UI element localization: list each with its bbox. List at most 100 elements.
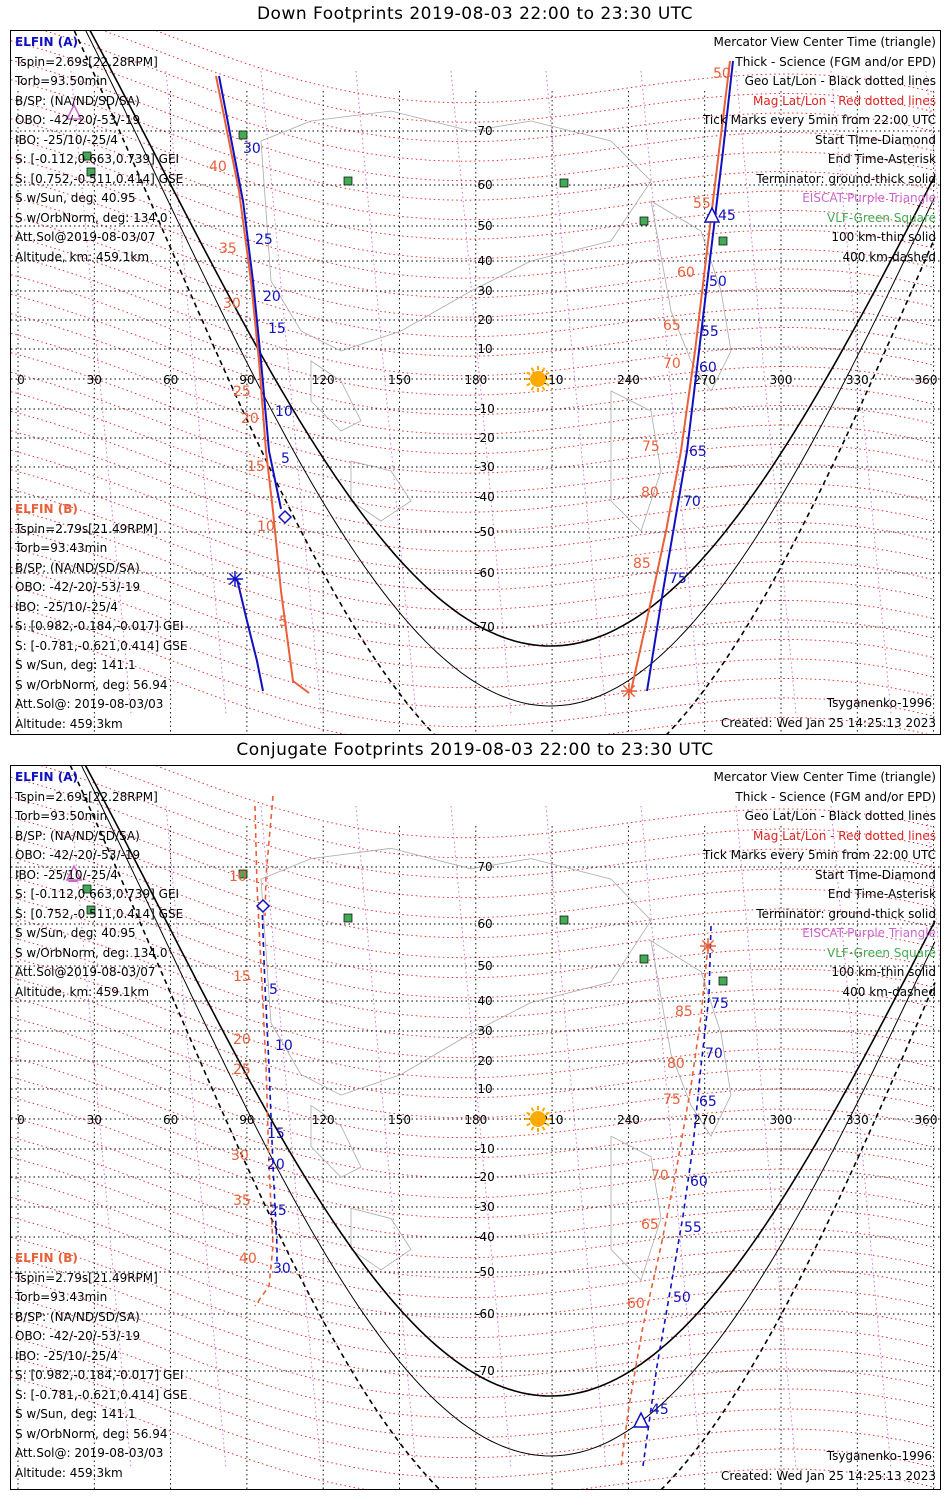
sat-b-info: ELFIN (B) Tspin=2.79s[21.49RPM] Torb=93.… <box>15 1249 188 1483</box>
lat-tick-label: -10 <box>475 1142 495 1156</box>
info-line: Att.Sol@2019-08-03/07 <box>15 230 156 244</box>
legend-item: 100 km-thin solid <box>831 230 936 244</box>
info-line: Altitude, km: 459.1km <box>15 249 150 264</box>
track-tick-label-a: 55 <box>701 324 719 340</box>
legend-item: Start Time-Diamond <box>814 132 936 147</box>
info-line: Altitude: 459.3km <box>15 716 123 731</box>
legend-item: Geo Lat/Lon - Black dotted lines <box>744 809 936 823</box>
track-tick-label-b: 35 <box>219 241 237 257</box>
mag-lat-line <box>11 1276 936 1399</box>
panel-title: Conjugate Footprints 2019-08-03 22:00 to… <box>236 740 714 760</box>
vlf-station-icon <box>639 954 649 964</box>
lat-tick-label: -70 <box>475 1364 495 1378</box>
track-tick-label-b: 30 <box>231 1148 249 1164</box>
mag-lat-line <box>11 313 936 435</box>
sat-a-name: ELFIN (A) <box>15 770 78 784</box>
sun-ray <box>526 1111 531 1116</box>
center-time-triangle-icon <box>632 1411 650 1428</box>
footprint-map-down: 0 30 60 90 120 150 180 210 240 270 300 330 360 70 60 50… <box>10 30 941 735</box>
lon-tick-label: 150 <box>388 1113 411 1127</box>
mag-lon-line <box>450 805 512 1470</box>
info-line: IBO: -25/10/-25/4 <box>15 867 118 882</box>
start-diamond-icon <box>277 509 293 525</box>
mag-lat-line <box>101 766 936 859</box>
sun-ray <box>530 1107 535 1112</box>
mag-lat-line <box>11 371 936 494</box>
mag-lat-line <box>11 59 936 182</box>
mag-lat-line <box>11 816 936 939</box>
coastline <box>350 460 412 522</box>
track-tick-label-b: 40 <box>209 159 227 175</box>
track-tick-label-b: 30 <box>223 296 241 312</box>
track-tick-label-a: 50 <box>673 1290 691 1306</box>
track-tick-label-a: 10 <box>275 1038 293 1054</box>
sun-ray <box>530 386 535 391</box>
lat-tick-label: -50 <box>475 1265 495 1279</box>
mag-lat-line <box>11 1376 936 1489</box>
terminator-ground <box>84 766 936 1397</box>
sat-a-name: ELFIN (A) <box>15 35 78 49</box>
info-line: Tspin=2.79s[21.49RPM] <box>15 1270 158 1285</box>
mag-lon-line <box>640 70 702 715</box>
info-line: S: [-0.112,0.663,0.739] GEI <box>15 152 180 166</box>
info-line: S w/Sun, deg: 40.95 <box>15 191 136 205</box>
lat-tick-label: 30 <box>477 284 492 298</box>
info-line: S: [0.982,-0.184,-0.017] GEI <box>15 619 184 633</box>
mag-lon-line <box>260 70 322 715</box>
mag-lat-line <box>11 137 936 260</box>
coastline <box>310 360 362 432</box>
info-line: IBO: -25/10/-25/4 <box>15 132 118 147</box>
info-line: Torb=93.43min <box>15 1290 108 1304</box>
track-a-down <box>236 578 264 692</box>
map-canvas: 0 30 60 90 120 150 180 210 240 270 300 330 360706050… <box>11 766 940 1489</box>
legend-item: Thick - Science (FGM and/or EPD) <box>735 54 936 69</box>
sat-b-name: ELFIN (B) <box>15 502 78 516</box>
mag-lat-line <box>11 430 936 552</box>
track-a-down <box>218 75 282 510</box>
track-tick-label-b: 80 <box>667 1056 685 1072</box>
info-line: OBO: -42/-20/-53/-19 <box>15 1329 141 1343</box>
lon-tick-label: 30 <box>87 1113 102 1127</box>
lat-tick-label: 20 <box>477 313 492 327</box>
sun-ray <box>530 1126 535 1131</box>
track-tick-label-a: 25 <box>269 1203 287 1219</box>
legend-item: Terminator: ground-thick solid <box>756 171 936 186</box>
mag-lat-line <box>11 1236 936 1359</box>
track-tick-label-a: 50 <box>709 274 727 290</box>
vlf-station-icon <box>718 236 728 246</box>
track-tick-label-a: 10 <box>275 404 293 420</box>
lon-tick-label: 0 <box>17 373 25 387</box>
track-tick-label-a: 55 <box>684 1220 702 1236</box>
lat-tick-label: 50 <box>477 959 492 973</box>
mag-lat-line <box>11 1256 936 1379</box>
lon-tick-label: 270 <box>693 1113 716 1127</box>
sun-ray <box>541 1126 546 1131</box>
mag-lon-line <box>450 70 512 715</box>
legend-item: VLF-Green Square <box>827 210 936 225</box>
lon-tick-label: 150 <box>388 373 411 387</box>
mag-lon-line <box>735 805 797 1470</box>
track-tick-label-b: 20 <box>241 411 259 427</box>
mag-lat-line <box>11 508 936 630</box>
terminator-100km <box>85 31 936 707</box>
mag-lat-line <box>11 176 936 299</box>
mag-lat-line <box>11 157 936 279</box>
vlf-station-icon <box>718 976 728 986</box>
lon-tick-label: 180 <box>464 373 487 387</box>
track-a-conj <box>261 905 278 1266</box>
track-tick-label-a: 20 <box>267 1157 285 1173</box>
info-line: S w/OrbNorm, deg: 56.94 <box>15 1426 168 1441</box>
info-line: Torb=93.43min <box>15 541 108 555</box>
mag-lat-line <box>11 1216 936 1339</box>
lon-tick-label: 360 <box>915 1113 938 1127</box>
legend-item: Thick - Science (FGM and/or EPD) <box>735 789 936 804</box>
track-tick-label-a: 25 <box>255 232 273 248</box>
created-timestamp: Created: Wed Jan 25 14:25:13 2023 <box>721 1469 936 1483</box>
track-tick-label-b: 60 <box>627 1296 645 1312</box>
track-b-conj <box>254 805 274 1307</box>
track-tick-label-b: 70 <box>663 356 681 372</box>
track-tick-label-a: 15 <box>268 321 286 337</box>
mag-lat-line <box>40 766 936 879</box>
mag-lat-line <box>11 274 936 396</box>
info-line: Altitude, km: 459.1km <box>15 984 150 999</box>
